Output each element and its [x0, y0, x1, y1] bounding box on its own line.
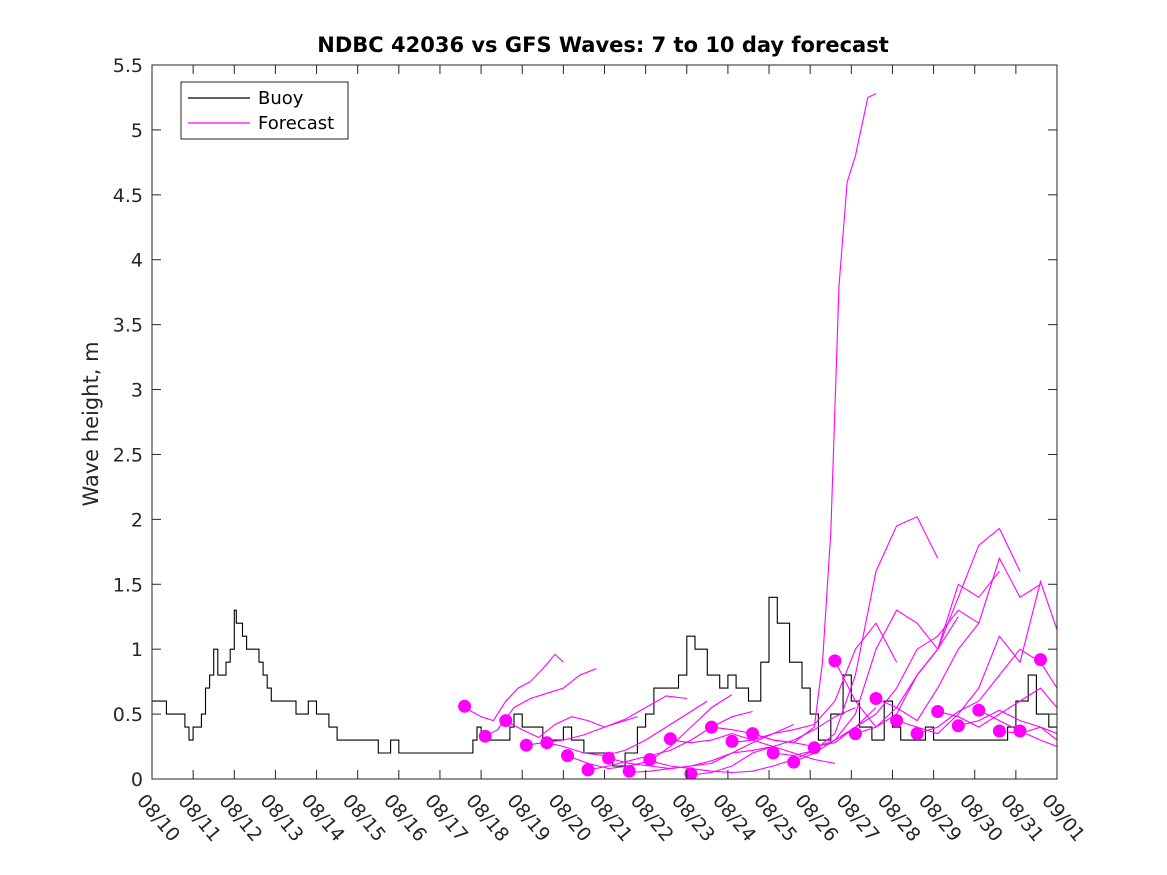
forecast-series-line-16 [773, 516, 939, 757]
x-tick-label: 08/23 [667, 790, 719, 846]
x-tick-label: 08/30 [955, 790, 1007, 846]
y-axis-ticks: 0 0.5 1 1.5 2 2.5 3 3.5 4 4.5 5 5.5 [113, 55, 1057, 791]
y-tick-label: 0 [131, 769, 143, 791]
x-tick-label: 08/13 [256, 790, 308, 846]
forecast-start-point [519, 738, 533, 752]
forecast-series-line-15 [752, 93, 877, 744]
series-group [152, 93, 1057, 779]
forecast-start-point [828, 654, 842, 668]
forecast-start-point [869, 692, 883, 705]
forecast-series-line-1 [464, 653, 564, 722]
forecast-series-line-25 [958, 709, 1057, 741]
forecast-start-point [746, 727, 760, 741]
y-tick-label: 3 [131, 380, 143, 402]
legend-box [180, 81, 349, 140]
forecast-series-line-24 [937, 687, 1057, 728]
y-tick-label: 4 [131, 250, 143, 272]
forecast-series-line-3 [505, 716, 638, 739]
x-tick-label: 08/25 [749, 790, 801, 846]
forecast-start-point [1013, 724, 1027, 738]
y-tick-label: 5 [131, 120, 143, 142]
y-tick-label: 1 [131, 639, 143, 661]
legend-label-buoy: Buoy [258, 88, 304, 109]
forecast-start-point [684, 767, 698, 779]
legend: Buoy Forecast [180, 81, 349, 140]
x-tick-label: 08/19 [502, 790, 554, 846]
forecast-start-point [931, 705, 945, 718]
forecast-start-point [663, 732, 677, 746]
x-tick-label: 08/15 [338, 790, 390, 846]
x-tick-label: 08/26 [790, 790, 842, 846]
forecast-start-point [499, 714, 513, 728]
x-tick-label: 08/16 [379, 790, 431, 846]
forecast-start-point [807, 741, 821, 755]
forecast-series-line-27 [999, 726, 1057, 735]
forecast-start-point [705, 720, 718, 734]
x-tick-label: 08/24 [708, 790, 760, 846]
x-tick-label: 08/14 [297, 790, 349, 846]
plot-area [152, 93, 1057, 779]
x-tick-label: 08/28 [873, 790, 925, 846]
forecast-series-line-9 [629, 723, 794, 774]
x-tick-label: 08/22 [626, 790, 678, 846]
x-axis-ticks: 08/1008/1108/1208/1308/1408/1508/1608/17… [132, 65, 1089, 846]
legend-label-forecast: Forecast [258, 113, 334, 134]
x-tick-label: 08/17 [420, 790, 472, 846]
forecast-start-point [910, 727, 924, 741]
forecast-start-point [787, 755, 801, 769]
forecast-start-point [1034, 653, 1047, 667]
forecast-start-point [622, 764, 636, 778]
forecast-series-line-7 [587, 710, 753, 771]
y-tick-label: 1.5 [113, 574, 143, 596]
y-tick-label: 2 [131, 509, 143, 531]
x-tick-label: 08/12 [214, 790, 266, 846]
forecast-start-point [458, 699, 472, 713]
x-tick-label: 08/21 [585, 790, 637, 846]
x-tick-label: 09/01 [1037, 790, 1089, 846]
y-axis-label: Wave height, m [79, 341, 103, 506]
forecast-start-point [972, 703, 986, 717]
axes [151, 64, 1058, 780]
forecast-start-point [643, 753, 657, 766]
forecast-start-point [992, 724, 1006, 738]
forecast-series-line-2 [484, 668, 597, 737]
buoy-series-line [152, 596, 1057, 767]
x-tick-label: 08/10 [132, 790, 184, 846]
x-tick-label: 08/18 [461, 790, 513, 846]
forecast-series-line-5 [546, 700, 708, 757]
x-tick-label: 08/27 [831, 790, 883, 846]
y-tick-label: 3.5 [113, 315, 143, 337]
x-tick-label: 08/11 [173, 790, 225, 846]
forecast-start-point [951, 719, 965, 733]
forecast-series-line-21 [875, 556, 1041, 722]
forecast-start-point [561, 749, 574, 763]
forecast-series-line-22 [896, 579, 1057, 735]
forecast-start-point [602, 751, 616, 765]
y-tick-label: 2.5 [113, 444, 143, 466]
x-tick-label: 08/31 [996, 790, 1048, 846]
forecast-start-point [890, 714, 904, 728]
forecast-start-point [766, 746, 780, 760]
x-tick-label: 08/29 [914, 790, 966, 846]
forecast-start-point [581, 763, 595, 777]
forecast-series-line-18 [814, 609, 980, 749]
chart-title: NDBC 42036 vs GFS Waves: 7 to 10 day for… [317, 33, 888, 57]
forecast-series-line-20 [855, 527, 1021, 735]
y-tick-label: 0.5 [113, 704, 143, 726]
x-tick-label: 08/20 [544, 790, 596, 846]
forecast-series-line-10 [649, 749, 815, 774]
y-tick-label: 5.5 [113, 55, 143, 77]
axes-box [151, 64, 1058, 780]
forecast-start-point [848, 727, 862, 741]
forecast-start-point [478, 729, 492, 743]
forecast-start-point [540, 736, 554, 750]
forecast-start-point [725, 734, 739, 748]
y-tick-label: 4.5 [113, 185, 143, 207]
